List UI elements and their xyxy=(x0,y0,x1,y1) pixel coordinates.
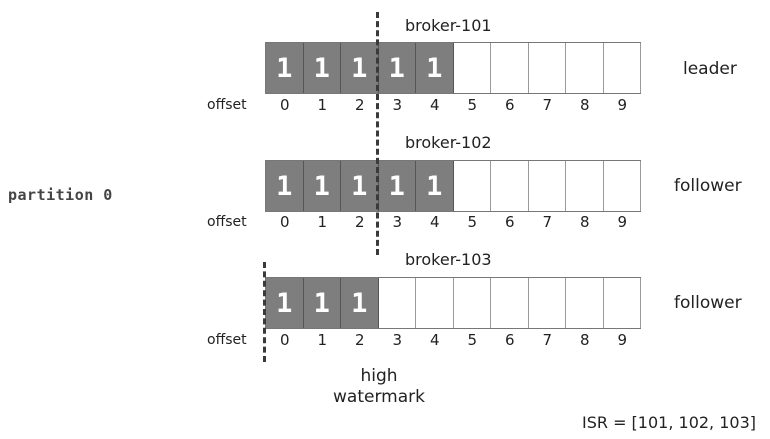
offset-number: 2 xyxy=(354,96,365,114)
offset-number: 4 xyxy=(429,96,440,114)
log-cell-empty xyxy=(416,278,454,328)
offset-number: 9 xyxy=(617,96,628,114)
offset-number: 8 xyxy=(579,213,590,231)
log-cell-empty xyxy=(378,278,416,328)
high-watermark-line-lower xyxy=(263,262,266,362)
log-cell-empty xyxy=(491,43,529,93)
log-cell-filled: 1 xyxy=(266,278,304,328)
log-cell-filled: 1 xyxy=(378,161,416,211)
offset-row: 0 1 2 3 4 5 6 7 8 9 xyxy=(265,213,640,233)
broker-name: broker-103 xyxy=(405,250,492,269)
role-label: follower xyxy=(674,293,742,313)
log-cell-empty xyxy=(603,161,641,211)
offset-label: offset xyxy=(207,97,247,113)
log-cell-filled: 1 xyxy=(303,161,341,211)
partition-label: partition 0 xyxy=(8,186,113,204)
offset-number: 4 xyxy=(429,213,440,231)
log-cell-empty xyxy=(566,161,604,211)
log-cell-empty xyxy=(528,161,566,211)
offset-number: 7 xyxy=(542,213,553,231)
offset-number: 6 xyxy=(504,331,515,349)
offset-number: 9 xyxy=(617,331,628,349)
offset-number: 5 xyxy=(467,96,478,114)
log-cell-empty xyxy=(528,278,566,328)
offset-number: 0 xyxy=(279,96,290,114)
log-cell-filled: 1 xyxy=(303,43,341,93)
log-cell-filled: 1 xyxy=(341,43,379,93)
offset-number: 0 xyxy=(279,331,290,349)
offset-number: 5 xyxy=(467,331,478,349)
offset-number: 9 xyxy=(617,213,628,231)
log-cell-empty xyxy=(603,278,641,328)
log-cell-filled: 1 xyxy=(416,43,454,93)
log-cell-empty xyxy=(453,278,491,328)
offset-number: 3 xyxy=(392,96,403,114)
log-cell-empty xyxy=(566,43,604,93)
offset-label: offset xyxy=(207,332,247,348)
log-cell-filled: 1 xyxy=(341,278,379,328)
log-cell-empty xyxy=(491,278,529,328)
log-cell-filled: 1 xyxy=(266,161,304,211)
broker-name: broker-102 xyxy=(405,133,492,152)
offset-number: 1 xyxy=(317,213,328,231)
offset-number: 1 xyxy=(317,96,328,114)
offset-row: 0 1 2 3 4 5 6 7 8 9 xyxy=(265,96,640,116)
high-watermark-label-line1: high xyxy=(360,366,398,386)
broker-name: broker-101 xyxy=(405,16,492,35)
offset-row: 0 1 2 3 4 5 6 7 8 9 xyxy=(265,331,640,351)
high-watermark-label-line2: watermark xyxy=(333,387,425,407)
offset-label: offset xyxy=(207,214,247,230)
log-cell-empty xyxy=(453,161,491,211)
offset-number: 8 xyxy=(579,331,590,349)
offset-number: 1 xyxy=(317,331,328,349)
log-cell-filled: 1 xyxy=(266,43,304,93)
offset-number: 3 xyxy=(392,213,403,231)
log-cell-empty xyxy=(453,43,491,93)
offset-number: 8 xyxy=(579,96,590,114)
log-cell-filled: 1 xyxy=(303,278,341,328)
offset-number: 5 xyxy=(467,213,478,231)
offset-number: 7 xyxy=(542,96,553,114)
offset-number: 6 xyxy=(504,213,515,231)
role-label: follower xyxy=(674,176,742,196)
offset-number: 0 xyxy=(279,213,290,231)
log-cell-empty xyxy=(491,161,529,211)
high-watermark-line-upper xyxy=(376,12,379,255)
log-cell-filled: 1 xyxy=(416,161,454,211)
role-label: leader xyxy=(683,59,737,79)
high-watermark-label: high watermark xyxy=(318,366,440,408)
log-cell-filled: 1 xyxy=(341,161,379,211)
offset-number: 4 xyxy=(429,331,440,349)
offset-number: 2 xyxy=(354,331,365,349)
offset-number: 3 xyxy=(392,331,403,349)
offset-number: 7 xyxy=(542,331,553,349)
log-cell-empty xyxy=(603,43,641,93)
offset-number: 6 xyxy=(504,96,515,114)
isr-label: ISR = [101, 102, 103] xyxy=(581,413,756,432)
log-cell-empty xyxy=(566,278,604,328)
log-cell-empty xyxy=(528,43,566,93)
log-cell-filled: 1 xyxy=(378,43,416,93)
offset-number: 2 xyxy=(354,213,365,231)
